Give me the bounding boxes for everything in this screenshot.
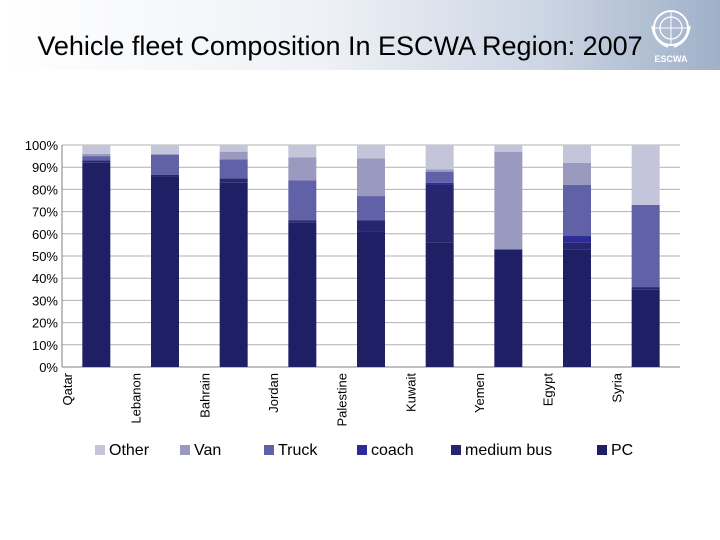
legend-label: Other	[109, 442, 150, 459]
page-title: Vehicle fleet Composition In ESCWA Regio…	[37, 31, 643, 61]
bar-segment-egypt-van	[563, 162, 591, 185]
legend-label: Truck	[278, 442, 318, 459]
bar-segment-kuwait-coach	[425, 182, 454, 185]
bar-segment-jordan-medium-bus	[288, 220, 317, 223]
bar-segment-bahrain-other	[219, 145, 248, 152]
bar-segment-kuwait-van	[425, 169, 454, 172]
y-tick-label: 50%	[32, 249, 58, 264]
bar-segment-bahrain-medium-bus	[219, 178, 248, 183]
x-tick-label: Qatar	[60, 372, 75, 405]
bar-segment-bahrain-pc	[219, 182, 248, 367]
bar-segment-egypt-other	[563, 145, 591, 163]
y-tick-label: 40%	[32, 271, 58, 286]
x-tick-label: Kuwait	[403, 373, 418, 412]
legend-label: PC	[611, 442, 633, 459]
bar-segment-bahrain-van	[219, 151, 248, 160]
x-tick-label: Yemen	[472, 373, 487, 413]
bar-segment-qatar-van	[82, 153, 111, 157]
y-tick-label: 10%	[32, 338, 58, 353]
bar-segment-yemen-pc	[494, 249, 523, 367]
bar-segment-egypt-truck	[563, 184, 591, 237]
bar-segment-jordan-truck	[288, 180, 317, 221]
bar-segment-yemen-other	[494, 145, 523, 152]
bar-segment-lebanon-truck	[151, 154, 179, 175]
bar-segment-jordan-van	[288, 157, 317, 181]
bar-segment-qatar-medium-bus	[82, 160, 111, 163]
bar-segment-syria-medium-bus	[631, 287, 660, 290]
bar-segment-lebanon-pc	[151, 176, 179, 367]
bar-segment-qatar-pc	[82, 162, 111, 367]
bar-segment-kuwait-truck	[425, 171, 454, 183]
bar-segment-lebanon-van	[151, 153, 179, 155]
bar-segment-palestine-truck	[357, 196, 385, 221]
x-tick-label: Palestine	[335, 373, 350, 426]
bar-segment-palestine-medium-bus	[357, 220, 385, 232]
bar-segment-bahrain-truck	[219, 159, 248, 179]
x-tick-label: Jordan	[266, 373, 281, 413]
bar-segment-lebanon-medium-bus	[151, 174, 179, 177]
bar-segment-lebanon-other	[151, 145, 179, 154]
bar-segment-egypt-coach	[563, 236, 591, 243]
y-tick-label: 90%	[32, 160, 58, 175]
y-tick-label: 60%	[32, 227, 58, 242]
x-tick-label: Lebanon	[129, 373, 144, 424]
bar-segment-palestine-van	[357, 158, 385, 197]
y-tick-label: 100%	[25, 138, 59, 153]
bar-segment-palestine-other	[357, 145, 385, 159]
y-tick-label: 30%	[32, 293, 58, 308]
bar-segment-yemen-van	[494, 151, 523, 250]
bar-segment-palestine-pc	[357, 231, 385, 367]
x-tick-label: Egypt	[541, 373, 556, 407]
bar-segment-jordan-pc	[288, 222, 317, 367]
legend-swatch	[451, 445, 461, 455]
legend-swatch	[180, 445, 190, 455]
bar-segment-qatar-truck	[82, 156, 111, 161]
legend-label: coach	[371, 442, 414, 459]
header-band	[0, 0, 720, 70]
bar-segment-jordan-other	[288, 145, 317, 158]
y-tick-label: 0%	[39, 360, 58, 375]
x-tick-label: Bahrain	[197, 373, 212, 418]
bar-segment-kuwait-pc	[425, 242, 454, 367]
bar-segment-syria-other	[631, 145, 660, 205]
logo-text: ESCWA	[654, 54, 688, 64]
bar-segment-kuwait-medium-bus	[425, 184, 454, 243]
bar-segment-qatar-other	[82, 145, 111, 154]
legend-label: Van	[194, 442, 221, 459]
legend-label: medium bus	[465, 442, 552, 459]
y-tick-label: 70%	[32, 205, 58, 220]
y-tick-label: 80%	[32, 182, 58, 197]
bar-segment-egypt-medium-bus	[563, 242, 591, 250]
legend-swatch	[597, 445, 607, 455]
legend-swatch	[357, 445, 367, 455]
bar-segment-syria-truck	[631, 204, 660, 288]
bar-segment-syria-pc	[631, 289, 660, 367]
un-emblem-logo: ESCWA	[651, 10, 691, 64]
legend-swatch	[95, 445, 105, 455]
legend-swatch	[264, 445, 274, 455]
y-tick-label: 20%	[32, 316, 58, 331]
x-tick-label: Syria	[609, 372, 624, 402]
bar-segment-kuwait-other	[425, 145, 454, 170]
bar-segment-egypt-pc	[563, 249, 591, 367]
